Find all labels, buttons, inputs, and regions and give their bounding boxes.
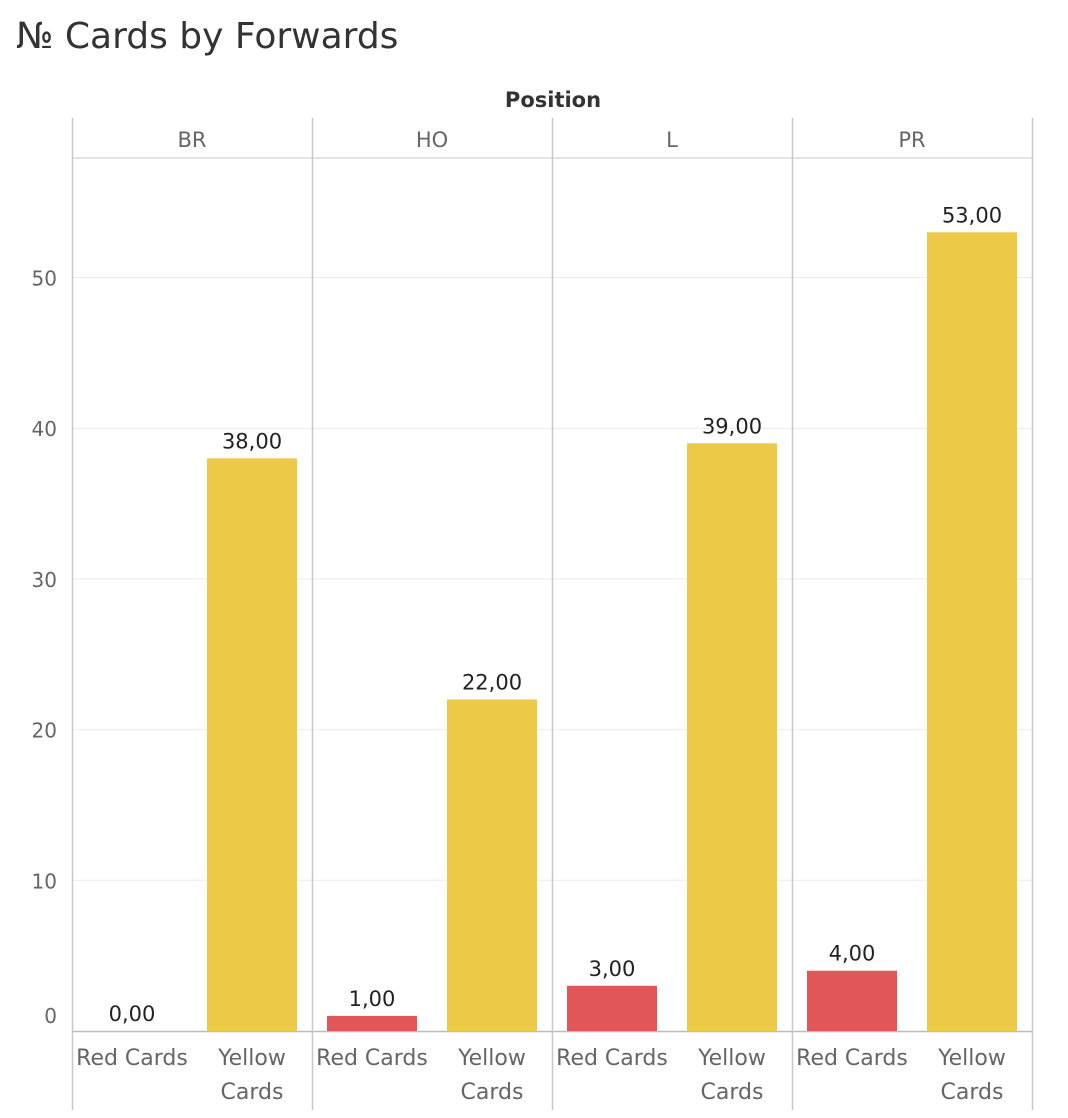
category-label: Yellow [937,1046,1006,1071]
bars [207,232,1017,1031]
data-label: 0,00 [109,1002,156,1026]
data-label: 1,00 [349,987,396,1011]
data-label: 3,00 [589,957,636,981]
data-label: 22,00 [462,670,522,694]
bar [927,232,1017,1031]
pane-header-pr: PR [898,128,925,152]
category-label: Red Cards [316,1046,428,1071]
bar [327,1016,417,1031]
data-label: 53,00 [942,203,1002,227]
bar [687,443,777,1031]
data-label: 39,00 [702,414,762,438]
category-label: Cards [701,1080,764,1105]
data-label: 38,00 [222,429,282,453]
category-label: Cards [941,1080,1004,1105]
y-tick-label: 10 [32,869,57,893]
y-tick-label: 40 [32,417,57,441]
category-labels: Red Cards Yellow Cards Red Cards Yellow Cards… [76,1046,1006,1105]
data-label: 4,00 [829,942,876,966]
y-tick-label: 0 [44,1004,57,1028]
chart-title: № Cards by Forwards [16,16,398,57]
column-header: Position [505,88,601,112]
pane-header-br: BR [178,128,207,152]
category-label: Red Cards [76,1046,188,1071]
y-tick-label: 20 [32,719,57,743]
bar [207,458,297,1031]
pane-header-l: L [666,128,678,152]
bar [567,986,657,1031]
category-label: Yellow [457,1046,526,1071]
y-tick-label: 50 [32,267,57,291]
pane-header-ho: HO [416,128,448,152]
category-label: Cards [461,1080,524,1105]
category-label: Yellow [217,1046,286,1071]
category-label: Red Cards [556,1046,668,1071]
category-label: Yellow [697,1046,766,1071]
category-label: Red Cards [796,1046,908,1071]
bar [447,699,537,1031]
y-tick-label: 30 [32,568,57,592]
bar [807,971,897,1031]
y-axis-ticks: 0 10 20 30 40 50 [32,267,57,1029]
pane-headers: BR HO L PR [178,128,926,152]
category-label: Cards [221,1080,284,1105]
